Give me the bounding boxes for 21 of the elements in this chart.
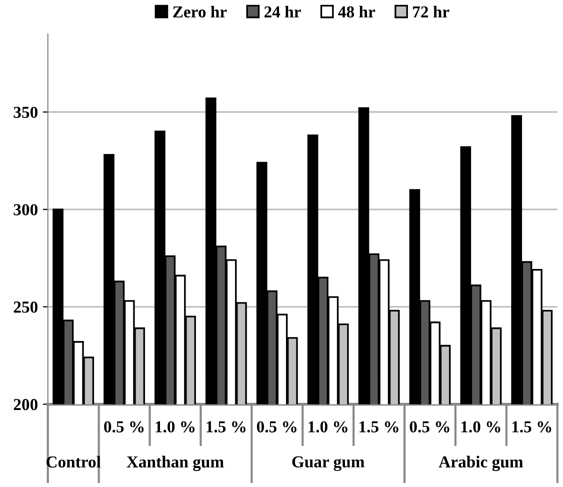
text: Arabic gum	[438, 456, 524, 472]
x-tick-label: 1.5 %	[206, 421, 246, 433]
y-tick-label: 250	[14, 302, 38, 313]
text: Xanthan gum	[126, 456, 224, 472]
y-tick-label: 300	[14, 204, 38, 216]
x-tick-label: 1.5 %	[512, 421, 552, 433]
x-tick-label: 1.0 %	[461, 421, 500, 433]
x-tick-label: 0.5 %	[104, 421, 144, 433]
legend-label: 48 hr	[338, 6, 376, 18]
legend-label: 24 hr	[264, 6, 301, 18]
y-tick-label: 200	[14, 398, 38, 410]
legend-label: Zero hr	[173, 6, 227, 18]
text: Guar gum	[292, 456, 364, 471]
y-tick-label: 350	[14, 106, 38, 118]
x-tick-label: 1.0 %	[308, 421, 348, 433]
x-tick-label: 1.0 %	[156, 421, 195, 433]
legend-label: 72 hr	[413, 6, 450, 18]
text: Control	[46, 456, 101, 468]
x-tick-label: 0.5 %	[256, 421, 296, 433]
x-tick-label: 0.5 %	[410, 421, 450, 433]
x-tick-label: 1.5 %	[360, 421, 398, 433]
